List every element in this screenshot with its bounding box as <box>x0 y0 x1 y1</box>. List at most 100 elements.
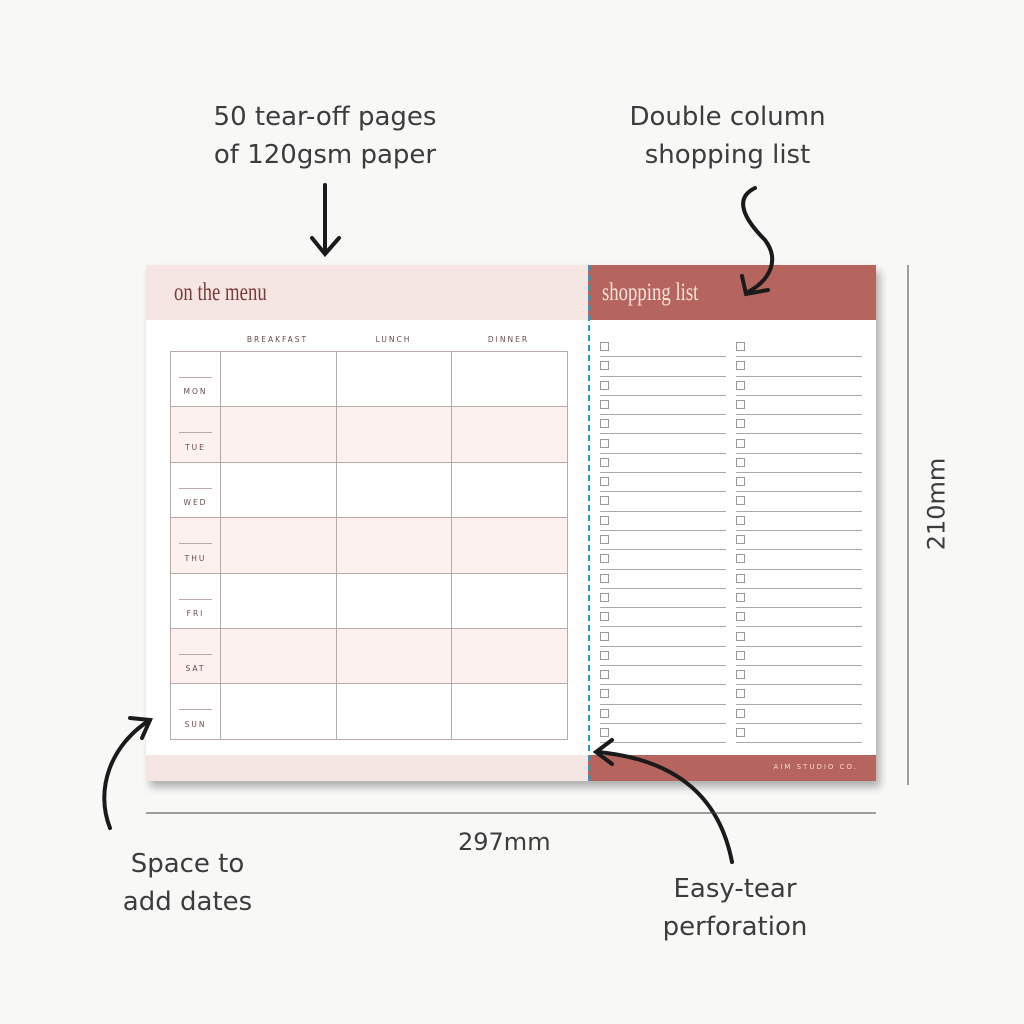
shopping-item <box>736 550 862 570</box>
checkbox[interactable] <box>600 573 609 583</box>
checkbox[interactable] <box>600 438 609 448</box>
checkbox[interactable] <box>600 728 609 737</box>
checkbox[interactable] <box>600 554 609 564</box>
meal-cell <box>451 406 568 463</box>
checkbox[interactable] <box>600 535 609 544</box>
meal-cell <box>335 627 452 685</box>
brand-name: AIM STUDIO CO. <box>773 763 858 771</box>
write-line <box>600 375 726 377</box>
checkbox[interactable] <box>736 342 745 351</box>
height-label: 210mm <box>922 457 951 551</box>
meal-cell <box>335 461 452 519</box>
checkbox[interactable] <box>600 515 609 525</box>
write-line <box>600 356 726 358</box>
checkbox[interactable] <box>600 708 609 718</box>
shopping-item <box>736 512 862 531</box>
perforation-line <box>588 265 590 781</box>
checkbox[interactable] <box>736 477 745 487</box>
menu-grid: MON TUE WED THU FRI SAT SUN <box>170 350 568 740</box>
write-line <box>600 394 726 396</box>
write-line <box>600 684 726 686</box>
checkbox[interactable] <box>736 419 745 429</box>
checkbox[interactable] <box>600 457 609 467</box>
checkbox[interactable] <box>736 612 745 622</box>
checkbox[interactable] <box>600 612 609 622</box>
checkbox[interactable] <box>600 380 609 390</box>
checkbox[interactable] <box>736 361 745 371</box>
checkbox[interactable] <box>736 728 745 737</box>
menu-row: SAT <box>170 627 568 685</box>
shopping-item <box>736 357 862 377</box>
meal-cell <box>220 461 337 519</box>
checkbox[interactable] <box>736 689 745 699</box>
write-line <box>736 529 862 531</box>
checkbox[interactable] <box>600 399 609 409</box>
checkbox[interactable] <box>736 535 745 544</box>
write-line <box>736 587 862 589</box>
curly-arrow-icon <box>740 186 775 297</box>
checkbox[interactable] <box>736 708 745 718</box>
write-line <box>736 452 862 454</box>
shopping-item <box>736 647 862 667</box>
checkbox[interactable] <box>600 670 609 680</box>
day-label: SAT <box>170 627 221 685</box>
checkbox[interactable] <box>736 438 745 448</box>
checkbox[interactable] <box>736 380 745 390</box>
meal-cell <box>451 350 568 408</box>
shopping-item <box>736 724 862 744</box>
checkbox[interactable] <box>736 496 745 506</box>
checkbox[interactable] <box>736 515 745 525</box>
checkbox[interactable] <box>600 592 609 602</box>
meal-cell <box>335 350 452 408</box>
checkbox[interactable] <box>736 573 745 583</box>
checkbox[interactable] <box>600 361 609 371</box>
shopping-item <box>736 473 862 493</box>
write-line <box>736 356 862 358</box>
callout-perforation: Easy-tear perforation <box>662 874 808 942</box>
checkbox[interactable] <box>600 631 609 641</box>
checkbox[interactable] <box>736 631 745 641</box>
write-line <box>736 472 862 474</box>
meal-cell <box>220 406 337 463</box>
write-line <box>600 510 726 512</box>
write-line <box>600 414 726 416</box>
column-dinner: DINNER <box>487 335 530 344</box>
checkbox[interactable] <box>736 399 745 409</box>
write-line <box>736 510 862 512</box>
menu-row: WED <box>170 461 568 519</box>
shopping-item <box>600 338 726 358</box>
checkbox[interactable] <box>736 592 745 602</box>
checkbox[interactable] <box>736 457 745 467</box>
checkbox[interactable] <box>600 650 609 660</box>
write-line <box>600 549 726 551</box>
checkbox[interactable] <box>600 689 609 699</box>
write-line <box>736 684 862 686</box>
checkbox[interactable] <box>600 419 609 429</box>
shopping-item <box>600 724 726 744</box>
menu-row: MON <box>170 350 568 408</box>
shopping-item <box>736 589 862 609</box>
write-line <box>736 626 862 628</box>
column-lunch: LUNCH <box>375 335 412 344</box>
column-breakfast: BREAKFAST <box>246 335 309 344</box>
write-line <box>600 472 726 474</box>
write-line <box>600 703 726 705</box>
checkbox[interactable] <box>600 496 609 506</box>
shopping-item <box>600 608 726 628</box>
shopping-item <box>600 473 726 493</box>
checkbox[interactable] <box>600 342 609 351</box>
shopping-item <box>600 705 726 724</box>
meal-cell <box>335 683 452 740</box>
write-line <box>736 645 862 647</box>
shopping-item <box>600 628 726 647</box>
write-line <box>600 433 726 435</box>
checkbox[interactable] <box>600 477 609 487</box>
checkbox[interactable] <box>736 670 745 680</box>
meal-cell <box>451 627 568 685</box>
write-line <box>736 549 862 551</box>
checkbox[interactable] <box>736 554 745 564</box>
shopping-item <box>600 357 726 377</box>
checkbox[interactable] <box>736 650 745 660</box>
shopping-item <box>736 666 862 686</box>
